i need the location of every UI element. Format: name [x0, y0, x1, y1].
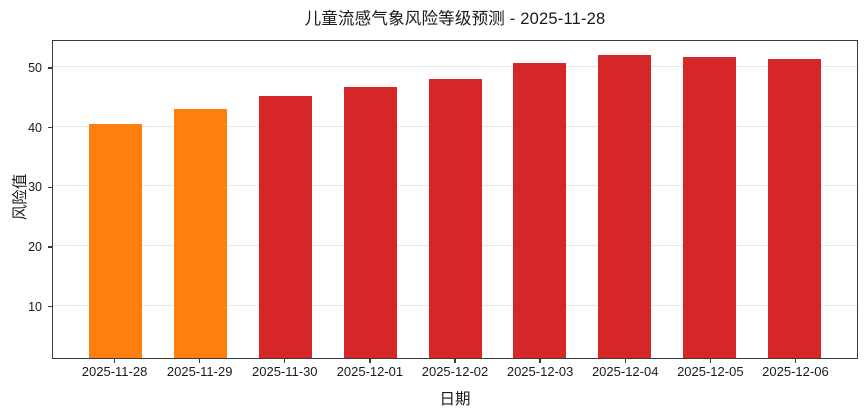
y-tick-label-30: 30: [28, 180, 42, 195]
x-tick-label-2025-12-04: 2025-12-04: [591, 364, 659, 379]
y-tick-mark-40: [48, 126, 52, 129]
bar-2025-12-06: [768, 59, 822, 358]
bar-2025-12-05: [683, 56, 737, 358]
y-tick-label-20: 20: [28, 239, 42, 254]
y-tick-mark-10: [48, 305, 52, 308]
x-axis-label: 日期: [439, 391, 471, 408]
x-tick-mark-2025-12-05: [709, 359, 712, 363]
x-tick-mark-2025-12-06: [794, 359, 797, 363]
y-tick-mark-50: [48, 67, 52, 69]
y-tick-mark-20: [48, 246, 52, 248]
bar-2025-12-02: [428, 78, 482, 358]
bar-2025-12-01: [343, 86, 397, 358]
x-tick-label-2025-12-05: 2025-12-05: [677, 364, 744, 379]
x-tick-label-2025-11-30: 2025-11-30: [252, 364, 318, 379]
y-axis-label: 风险值: [12, 173, 29, 221]
x-tick-label-2025-12-02: 2025-12-02: [421, 364, 489, 379]
grid-line-50: [53, 66, 857, 68]
bar-slot-2025-12-01: [328, 41, 413, 358]
bars-row: [53, 41, 857, 358]
x-tick-mark-2025-11-30: [284, 359, 286, 363]
x-axis-tick-labels: 2025-11-28 2025-11-29 2025-11-30 2025-12-01…: [52, 364, 858, 379]
x-tick-mark-2025-11-28: [113, 359, 116, 363]
x-tick-label-2025-12-01: 2025-12-01: [336, 364, 404, 379]
bar-slot-2025-11-28: [73, 41, 158, 358]
x-tick-mark-2025-11-29: [198, 359, 201, 363]
bar-slot-2025-12-03: [497, 41, 582, 358]
x-tick-mark-2025-12-03: [539, 359, 541, 363]
x-tick-label-2025-12-06: 2025-12-06: [762, 364, 829, 379]
plot-area: [52, 40, 858, 359]
bar-2025-11-28: [88, 123, 142, 358]
chart-title: 儿童流感气象风险等级预测 - 2025-11-28: [304, 10, 606, 28]
x-tick-label-2025-12-03: 2025-12-03: [506, 364, 574, 379]
x-tick-mark-2025-12-01: [369, 359, 371, 363]
bar-slot-2025-12-02: [413, 41, 498, 358]
bar-slot-2025-11-30: [243, 41, 328, 358]
bar-2025-11-30: [258, 96, 312, 358]
bar-slot-2025-11-29: [158, 41, 243, 358]
x-tick-label-2025-11-28: 2025-11-28: [81, 364, 148, 379]
bar-2025-12-04: [598, 55, 652, 358]
y-tick-mark-30: [48, 186, 52, 188]
x-tick-mark-2025-12-04: [624, 359, 626, 363]
bar-slot-2025-12-04: [582, 41, 667, 358]
bar-2025-11-29: [173, 108, 227, 358]
y-tick-label-40: 40: [28, 120, 42, 135]
bar-slot-2025-12-05: [667, 41, 752, 358]
bar-slot-2025-12-06: [752, 41, 837, 358]
x-tick-mark-2025-12-02: [454, 359, 456, 363]
y-tick-label-50: 50: [28, 61, 42, 76]
x-tick-label-2025-11-29: 2025-11-29: [166, 364, 233, 379]
y-tick-label-10: 10: [28, 299, 42, 314]
bar-2025-12-03: [513, 62, 567, 358]
